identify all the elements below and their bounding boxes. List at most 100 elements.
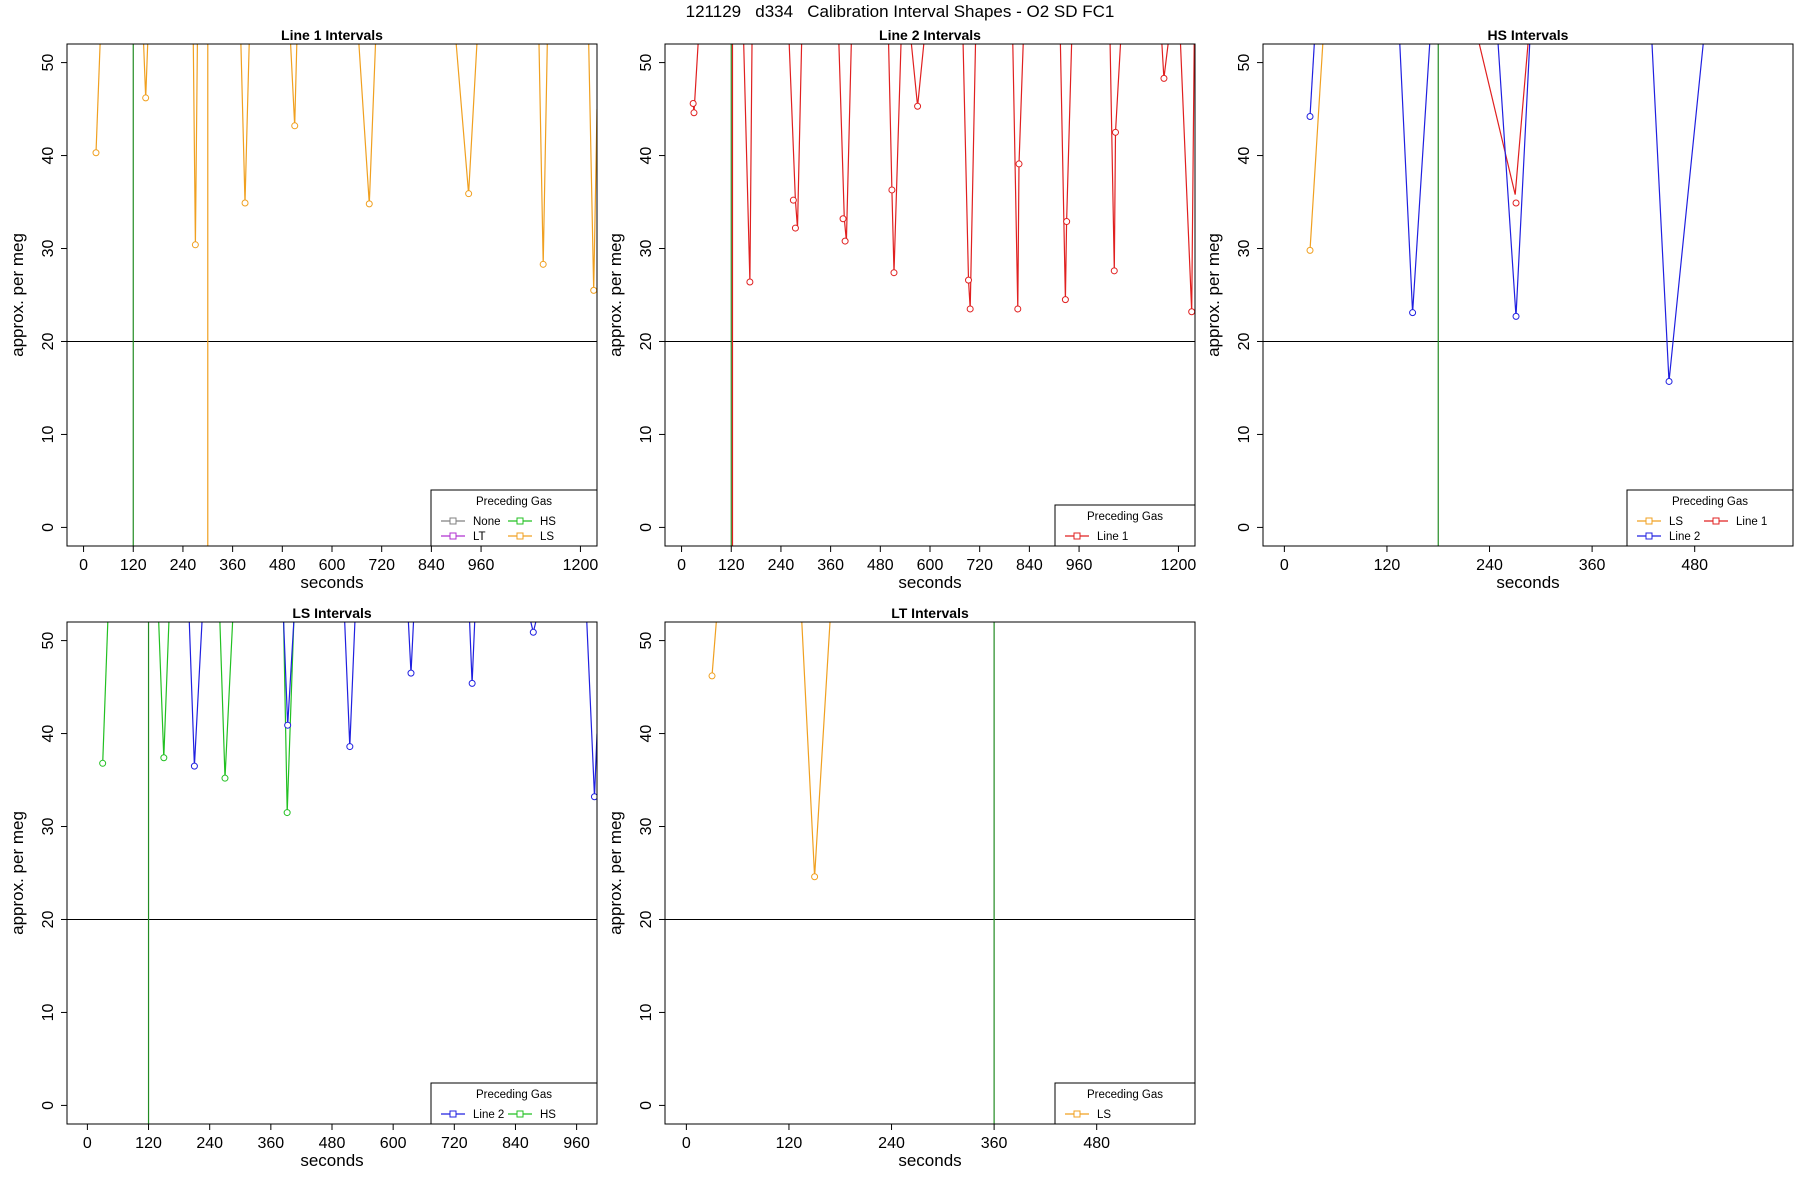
x-tick-label: 720 — [966, 557, 993, 574]
y-tick-label: 30 — [40, 818, 57, 836]
x-tick-label: 360 — [257, 1135, 284, 1152]
legend-entry: LS — [1669, 516, 1683, 528]
legend: Preceding Gas LS Line 1 Line 2 — [1626, 489, 1794, 547]
legend-entry: LS — [540, 531, 554, 543]
x-tick-label: 240 — [170, 557, 197, 574]
legend-box — [1626, 489, 1794, 547]
data-point — [191, 241, 199, 249]
y-tick-label: 50 — [40, 632, 57, 650]
plot-frame — [664, 621, 1196, 1125]
x-tick-label: 240 — [1476, 557, 1503, 574]
legend-entry: HS — [540, 516, 556, 528]
chart-panel: Preceding Gas Line 1 — [659, 43, 1196, 552]
series-line — [1478, 44, 1529, 195]
y-axis-label: approx. per meg — [8, 233, 27, 357]
chart-panel: Preceding Gas LS Line 1 Line 2 — [1257, 43, 1794, 552]
data-point — [283, 809, 291, 817]
data-point — [284, 721, 292, 729]
data-point — [708, 672, 716, 680]
series-line — [1109, 44, 1122, 271]
x-tick-label: 600 — [380, 1135, 407, 1152]
legend: Preceding Gas LS — [1054, 1082, 1196, 1125]
data-point — [92, 149, 100, 157]
y-tick-label: 20 — [40, 910, 57, 928]
legend-marker — [449, 517, 457, 525]
x-axis-label: seconds — [1496, 573, 1559, 592]
x-tick-label: 720 — [441, 1135, 468, 1152]
series-line — [469, 622, 476, 684]
data-point — [791, 224, 799, 232]
y-tick-label: 40 — [40, 147, 57, 165]
series-group — [689, 44, 1195, 316]
x-tick-label: 480 — [319, 1135, 346, 1152]
data-point — [1512, 312, 1520, 320]
series-line — [538, 44, 548, 265]
x-tick-label: 480 — [867, 557, 894, 574]
x-axis-label: seconds — [898, 1151, 961, 1170]
series-line — [838, 44, 852, 242]
legend-marker — [1712, 517, 1720, 525]
x-tick-label: 120 — [1374, 557, 1401, 574]
series-line — [1309, 44, 1315, 117]
x-tick-label: 360 — [981, 1135, 1008, 1152]
legend-marker — [1073, 1110, 1081, 1118]
data-point — [529, 628, 537, 636]
series-line — [1012, 44, 1024, 309]
legend-entry: LT — [473, 531, 486, 543]
y-tick-label: 40 — [40, 725, 57, 743]
series-line — [888, 44, 902, 273]
data-point — [1306, 246, 1314, 254]
y-tick-label: 40 — [1236, 147, 1253, 165]
y-tick-label: 30 — [1236, 240, 1253, 258]
series-line — [962, 44, 977, 309]
panel-title: HS Intervals — [1488, 27, 1569, 43]
data-point — [1409, 309, 1417, 317]
x-tick-label: 480 — [1681, 557, 1708, 574]
series-line — [788, 44, 803, 229]
y-tick-label: 10 — [638, 1003, 655, 1021]
legend-marker — [516, 532, 524, 540]
legend-box — [430, 489, 598, 547]
y-tick-label: 10 — [1236, 425, 1253, 443]
y-tick-label: 0 — [638, 523, 655, 532]
legend-entry: Line 2 — [1669, 531, 1700, 543]
series-group — [1306, 44, 1704, 385]
x-tick-label: 1200 — [1161, 557, 1197, 574]
series-line — [588, 44, 597, 291]
y-tick-label: 20 — [638, 910, 655, 928]
x-tick-label: 600 — [319, 557, 346, 574]
x-tick-label: 960 — [468, 557, 495, 574]
data-point — [407, 669, 415, 677]
legend-marker — [1073, 532, 1081, 540]
series-line — [1651, 44, 1704, 382]
y-tick-label: 50 — [1236, 54, 1253, 72]
data-point — [1014, 305, 1022, 313]
x-tick-label: 120 — [776, 1135, 803, 1152]
y-tick-label: 50 — [638, 54, 655, 72]
legend-marker — [516, 517, 524, 525]
panel-title: LS Intervals — [292, 605, 372, 621]
data-point — [689, 99, 697, 107]
legend: Preceding Gas None HS LT LS — [430, 489, 598, 547]
legend-marker — [1645, 532, 1653, 540]
y-tick-label: 10 — [638, 425, 655, 443]
data-point — [365, 200, 373, 208]
data-point — [241, 199, 249, 207]
y-tick-label: 0 — [1236, 523, 1253, 532]
series-group — [99, 622, 597, 817]
data-point — [590, 286, 597, 294]
series-line — [358, 44, 377, 204]
figure-title: 121129 d334 Calibration Interval Shapes … — [685, 2, 1115, 21]
x-tick-label: 120 — [120, 557, 147, 574]
y-tick-label: 0 — [40, 523, 57, 532]
x-tick-label: 120 — [135, 1135, 162, 1152]
data-point — [888, 186, 896, 194]
legend-box — [430, 1082, 598, 1125]
x-tick-label: 840 — [418, 557, 445, 574]
plot-frame — [1262, 43, 1794, 547]
data-point — [160, 754, 168, 762]
data-point — [1306, 113, 1314, 121]
legend-title: Preceding Gas — [1087, 1089, 1163, 1101]
data-point — [346, 743, 354, 751]
